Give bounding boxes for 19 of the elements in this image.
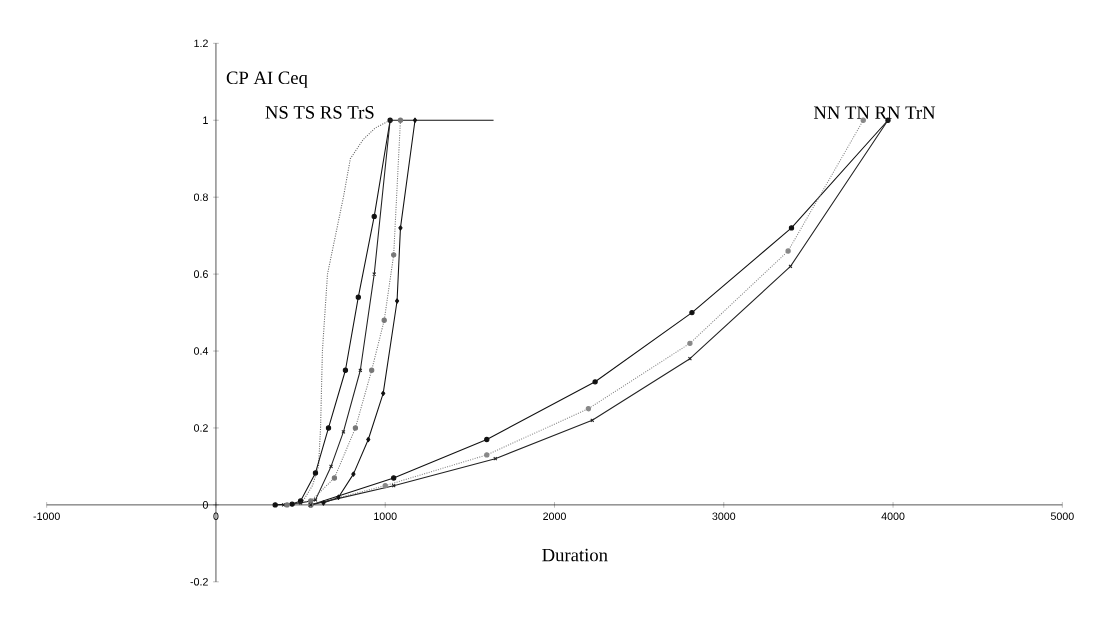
annotation: NN TN RN TrN [813, 106, 936, 119]
y-tick-label: 1.2 [194, 39, 208, 48]
y-tick-label: 0.8 [193, 193, 208, 202]
x-tick-label: 3000 [712, 512, 736, 521]
annotation: CP AI Ceq [226, 71, 308, 88]
annotation: NS TS RS TrS [265, 106, 374, 119]
x-tick-label: 1000 [374, 512, 397, 521]
x-tick-label: -1000 [33, 512, 60, 521]
y-tick-label: 0.6 [193, 270, 208, 278]
y-tick-label: 0 [202, 501, 208, 509]
y-tick-label: 1 [203, 116, 208, 125]
x-tick-label: 4000 [881, 512, 905, 521]
x-tick-label: 0 [213, 512, 219, 521]
y-tick-label: 0.4 [193, 347, 209, 355]
x-axis-title: Duration [542, 548, 608, 562]
y-tick-label: 0.2 [193, 424, 208, 432]
x-tick-label: 5000 [1050, 512, 1074, 521]
y-tick-label: -0.2 [190, 578, 208, 586]
x-tick-label: 2000 [543, 512, 566, 521]
